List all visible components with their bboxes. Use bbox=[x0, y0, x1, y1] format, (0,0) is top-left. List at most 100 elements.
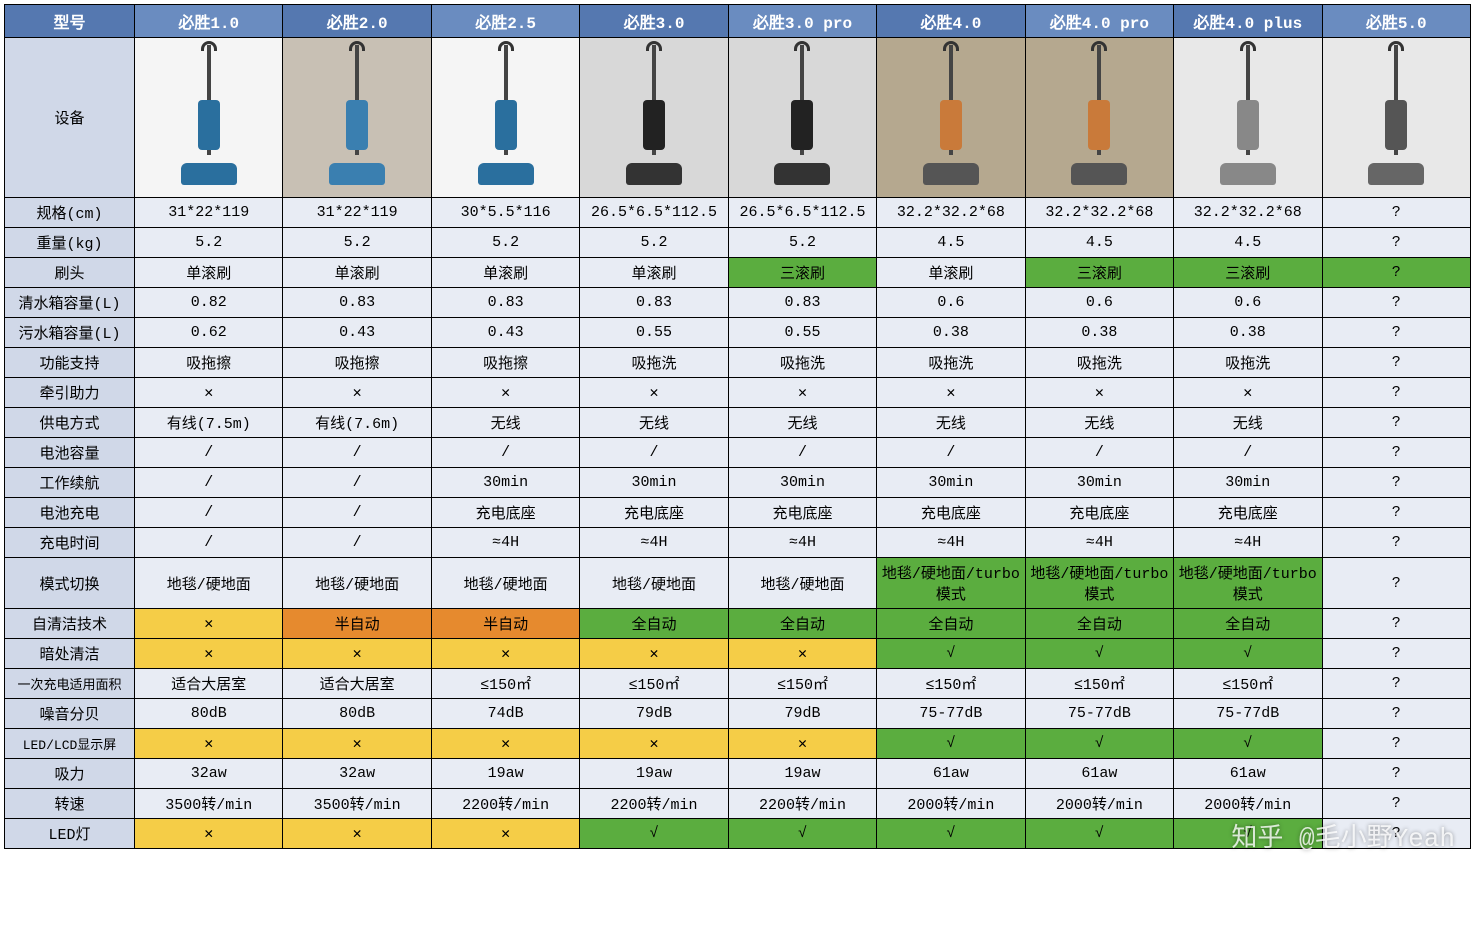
row-label: 工作续航 bbox=[5, 468, 135, 498]
data-cell: ✕ bbox=[283, 378, 431, 408]
data-cell: 19aw bbox=[728, 759, 876, 789]
data-cell: ? bbox=[1322, 699, 1471, 729]
data-cell: / bbox=[283, 468, 431, 498]
vacuum-icon bbox=[471, 45, 541, 185]
data-cell: / bbox=[135, 438, 283, 468]
data-cell: ? bbox=[1322, 669, 1471, 699]
data-cell: 31*22*119 bbox=[135, 198, 283, 228]
data-cell: ? bbox=[1322, 378, 1471, 408]
data-cell: 32aw bbox=[135, 759, 283, 789]
data-cell: √ bbox=[1174, 639, 1322, 669]
data-cell: 0.6 bbox=[877, 288, 1025, 318]
data-cell: 吸拖洗 bbox=[1025, 348, 1173, 378]
data-cell: ≈4H bbox=[431, 528, 579, 558]
table-body: 设备规格(cm)31*22*11931*22*11930*5.5*11626.5… bbox=[5, 38, 1471, 849]
data-cell: 30min bbox=[1025, 468, 1173, 498]
data-cell: 单滚刷 bbox=[877, 258, 1025, 288]
device-image-cell bbox=[1025, 38, 1173, 198]
header-label: 型号 bbox=[5, 5, 135, 38]
data-cell: ≈4H bbox=[877, 528, 1025, 558]
data-cell: ? bbox=[1322, 258, 1471, 288]
data-cell: 单滚刷 bbox=[431, 258, 579, 288]
data-cell: 三滚刷 bbox=[1025, 258, 1173, 288]
data-cell: ✕ bbox=[431, 729, 579, 759]
data-cell: 19aw bbox=[431, 759, 579, 789]
data-cell: 半自动 bbox=[283, 609, 431, 639]
data-cell: / bbox=[283, 528, 431, 558]
data-cell: 0.43 bbox=[283, 318, 431, 348]
data-cell: 吸拖洗 bbox=[877, 348, 1025, 378]
data-cell: ≤150㎡ bbox=[1025, 669, 1173, 699]
row-label: 一次充电适用面积 bbox=[5, 669, 135, 699]
data-cell: 75-77dB bbox=[1025, 699, 1173, 729]
data-cell: 地毯/硬地面 bbox=[580, 558, 728, 609]
data-cell: ✕ bbox=[135, 609, 283, 639]
data-cell: 2000转/min bbox=[877, 789, 1025, 819]
data-cell: ? bbox=[1322, 609, 1471, 639]
model-header: 必胜5.0 bbox=[1322, 5, 1471, 38]
data-cell: 吸拖擦 bbox=[135, 348, 283, 378]
data-cell: ✕ bbox=[135, 729, 283, 759]
data-cell: 61aw bbox=[1174, 759, 1322, 789]
data-cell: 充电底座 bbox=[728, 498, 876, 528]
data-cell: ≤150㎡ bbox=[728, 669, 876, 699]
row-label: 转速 bbox=[5, 789, 135, 819]
data-cell: 5.2 bbox=[431, 228, 579, 258]
vacuum-icon bbox=[1064, 45, 1134, 185]
data-cell: 32.2*32.2*68 bbox=[877, 198, 1025, 228]
data-cell: 5.2 bbox=[135, 228, 283, 258]
data-cell: ? bbox=[1322, 318, 1471, 348]
data-cell: 26.5*6.5*112.5 bbox=[580, 198, 728, 228]
data-cell: 吸拖洗 bbox=[728, 348, 876, 378]
data-cell: ≈4H bbox=[1025, 528, 1173, 558]
data-cell: 充电底座 bbox=[431, 498, 579, 528]
table-header: 型号必胜1.0必胜2.0必胜2.5必胜3.0必胜3.0 pro必胜4.0必胜4.… bbox=[5, 5, 1471, 38]
data-cell: 有线(7.6m) bbox=[283, 408, 431, 438]
data-cell: / bbox=[135, 528, 283, 558]
data-cell: 79dB bbox=[728, 699, 876, 729]
data-cell: 充电底座 bbox=[1025, 498, 1173, 528]
data-cell: 单滚刷 bbox=[580, 258, 728, 288]
data-cell: 61aw bbox=[877, 759, 1025, 789]
data-cell: 75-77dB bbox=[877, 699, 1025, 729]
data-cell: 三滚刷 bbox=[1174, 258, 1322, 288]
data-cell: / bbox=[1174, 438, 1322, 468]
data-cell: 80dB bbox=[283, 699, 431, 729]
data-cell: 充电底座 bbox=[1174, 498, 1322, 528]
row-label: 模式切换 bbox=[5, 558, 135, 609]
row-label: 噪音分贝 bbox=[5, 699, 135, 729]
data-cell: 0.43 bbox=[431, 318, 579, 348]
data-cell: ? bbox=[1322, 528, 1471, 558]
data-cell: ? bbox=[1322, 759, 1471, 789]
data-cell: ? bbox=[1322, 408, 1471, 438]
data-cell: ✕ bbox=[728, 729, 876, 759]
model-header: 必胜4.0 bbox=[877, 5, 1025, 38]
row-label: 清水箱容量(L) bbox=[5, 288, 135, 318]
row-label: 暗处清洁 bbox=[5, 639, 135, 669]
data-cell: 适合大居室 bbox=[283, 669, 431, 699]
data-cell: 0.55 bbox=[580, 318, 728, 348]
data-cell: √ bbox=[877, 819, 1025, 849]
row-label: 功能支持 bbox=[5, 348, 135, 378]
row-label: 电池容量 bbox=[5, 438, 135, 468]
data-cell: ✕ bbox=[580, 729, 728, 759]
data-cell: ≤150㎡ bbox=[1174, 669, 1322, 699]
vacuum-icon bbox=[174, 45, 244, 185]
data-cell: ? bbox=[1322, 789, 1471, 819]
data-cell: ? bbox=[1322, 288, 1471, 318]
data-cell: 0.83 bbox=[728, 288, 876, 318]
data-cell: ✕ bbox=[877, 378, 1025, 408]
data-cell: 地毯/硬地面 bbox=[135, 558, 283, 609]
data-cell: 无线 bbox=[877, 408, 1025, 438]
data-cell: 三滚刷 bbox=[728, 258, 876, 288]
data-cell: 30*5.5*116 bbox=[431, 198, 579, 228]
data-cell: ? bbox=[1322, 498, 1471, 528]
data-cell: 4.5 bbox=[1174, 228, 1322, 258]
data-cell: √ bbox=[1025, 819, 1173, 849]
model-header: 必胜2.5 bbox=[431, 5, 579, 38]
data-cell: ✕ bbox=[1025, 378, 1173, 408]
data-cell: 地毯/硬地面 bbox=[283, 558, 431, 609]
data-cell: 无线 bbox=[1174, 408, 1322, 438]
model-header: 必胜4.0 pro bbox=[1025, 5, 1173, 38]
data-cell: 75-77dB bbox=[1174, 699, 1322, 729]
